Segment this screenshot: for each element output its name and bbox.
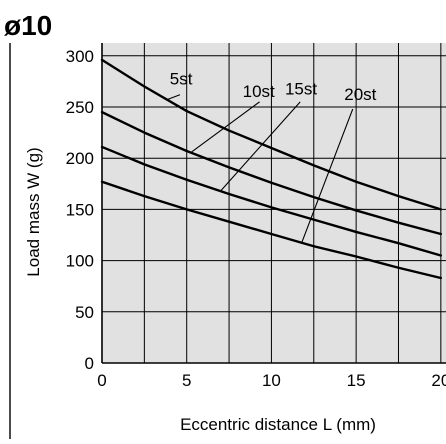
grid-lines: [101, 43, 446, 364]
annotation-label-4: 20st: [344, 85, 376, 104]
series-line-4: [100, 180, 443, 280]
y-tick-label-3: 100: [66, 252, 94, 271]
series-annotations: 5st 10st 15st 20st: [166, 69, 377, 243]
annotation-label-3: 15st: [285, 80, 317, 99]
annotation-leader-4: [301, 108, 354, 243]
y-tick-label-2: 50: [75, 303, 94, 322]
x-tick-label-2: 5: [182, 371, 191, 390]
annotation-label-2: 10st: [243, 82, 275, 101]
x-tick-label-1: 0: [97, 371, 106, 390]
annotation-leader-1: [166, 94, 181, 101]
series-lines: [100, 58, 443, 280]
x-tick-label-3: 10: [262, 371, 281, 390]
series-line-3: [100, 145, 443, 257]
series-line-2: [100, 110, 443, 236]
annotation-label-1: 5st: [170, 69, 193, 88]
y-axis-label: Load mass W (g): [24, 147, 43, 276]
annotation-leader-3: [220, 101, 301, 192]
y-tick-label-6: 250: [66, 98, 94, 117]
series-line-1: [100, 58, 443, 211]
x-axis-label: Eccentric distance L (mm): [180, 415, 376, 434]
y-tick-label-7: 300: [66, 47, 94, 66]
y-tick-label-1: 0: [85, 354, 94, 373]
x-tick-label-5: 20: [431, 371, 446, 390]
annotation-leader-2: [189, 101, 260, 154]
x-tick-label-4: 15: [347, 371, 366, 390]
chart-title: ø10: [4, 10, 52, 41]
y-tick-label-4: 150: [66, 200, 94, 219]
y-tick-label-5: 200: [66, 149, 94, 168]
